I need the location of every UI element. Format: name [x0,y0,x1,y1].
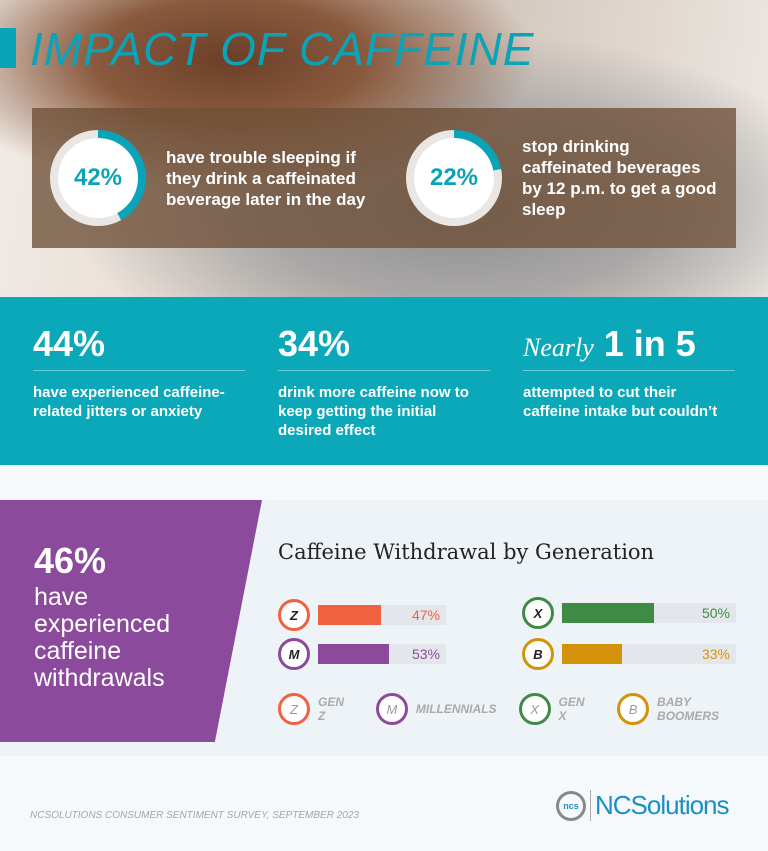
legend-label: GEN X [558,695,585,723]
bar-track: 33% [562,644,736,664]
generation-badge: Z [278,599,310,631]
bar-label: 50% [701,605,730,621]
legend-badge: M [375,693,408,725]
band-stat: 44% have experienced caffeine-related jit… [33,323,245,421]
bar [562,644,623,664]
logo-text: NCSolutions [590,790,730,821]
stat-text: have trouble sleeping if they drink a ca… [166,147,366,209]
source-note: NCSOLUTIONS CONSUMER SENTIMENT SURVEY, S… [30,810,359,821]
legend-label: BABY BOOMERS [657,695,720,723]
logo-mark: ncs [556,790,586,821]
legend-badge: X [518,693,551,725]
withdrawal-text: have experienced caffeine withdrawals [34,583,171,692]
percent-ring: 42% [50,130,146,226]
bar [318,644,390,664]
legend-badge: B [617,693,650,725]
band-value: 34% [278,323,490,371]
ncs-logo: ncs NCSolutions [556,790,730,821]
bar-track: 47% [318,605,446,625]
generation-badge: X [522,597,554,629]
generation-badge: B [522,638,554,670]
bar-label: 53% [411,646,440,662]
bar [318,605,382,625]
stat-value: 42% [58,138,138,218]
chart-legend: Z GEN Z M MILLENNIALS X GEN X B BABY BOOMERS [278,693,768,725]
stat-value: 22% [414,138,494,218]
bar [562,603,654,623]
page-title: IMPACT OF CAFFEINE [30,23,535,75]
bar-row-m: M 53% [278,638,446,670]
stat-text: stop drinking caffeinated beverages by 1… [522,137,717,219]
legend-label: GEN Z [318,695,345,723]
stats-band: 44% have experienced caffeine-related jit… [0,297,768,465]
stat-box-sleep: 42% have trouble sleeping if they drink … [32,108,388,248]
band-value: Nearly 1 in 5 [523,323,735,371]
withdrawal-panel: 46% have experienced caffeine withdrawal… [0,500,262,742]
legend-label: MILLENNIALS [415,702,497,716]
bar-label: 47% [411,607,440,623]
legend-badge: Z [278,693,310,725]
withdrawal-value: 46% [34,540,107,581]
band-stat: Nearly 1 in 5 attempted to cut their caff… [523,323,735,421]
bar-row-b: B 33% [522,638,736,670]
band-text: drink more caffeine now to keep getting … [278,384,469,439]
percent-ring: 22% [406,130,502,226]
bar-track: 53% [318,644,446,664]
bar-row-x: X 50% [522,597,736,629]
bar-label: 33% [701,646,730,662]
band-stat: 34% drink more caffeine now to keep getti… [278,323,490,440]
band-text: have experienced caffeine-related jitter… [33,384,225,420]
band-text: attempted to cut their caffeine intake b… [523,384,718,420]
title-accent [0,28,16,68]
stat-box-noon: 22% stop drinking caffeinated beverages … [388,108,736,248]
chart-title: Caffeine Withdrawal by Generation [278,540,655,564]
bar-track: 50% [562,603,736,623]
band-value: 44% [33,323,245,371]
generation-badge: M [278,638,310,670]
bar-row-z: Z 47% [278,599,446,631]
